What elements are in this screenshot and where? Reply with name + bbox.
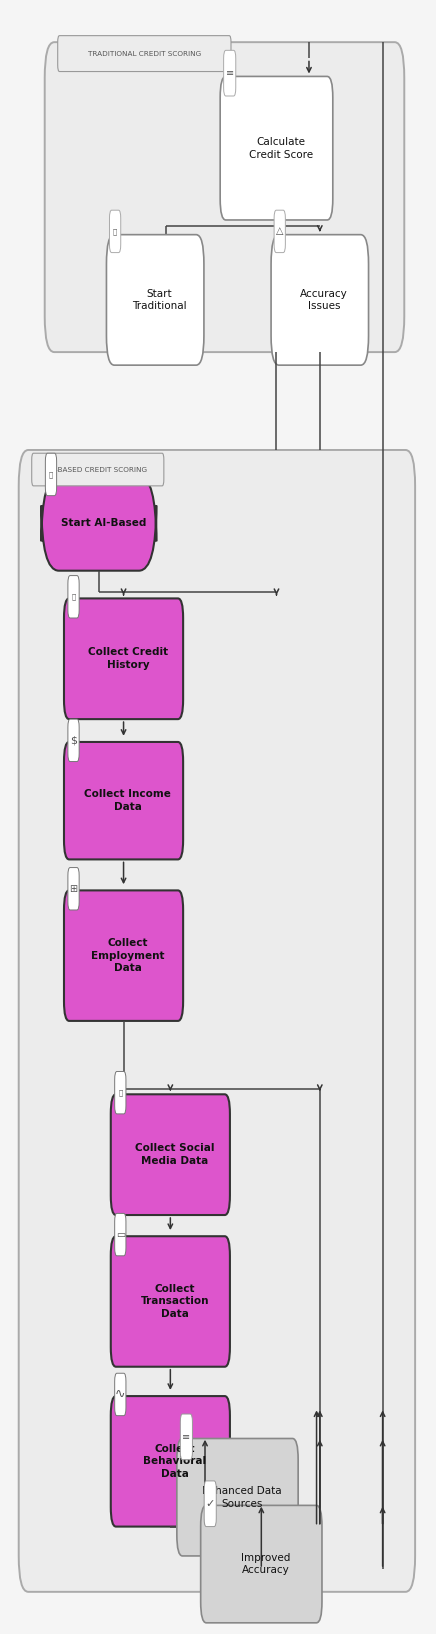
FancyBboxPatch shape [68, 575, 79, 618]
FancyBboxPatch shape [68, 868, 79, 910]
FancyBboxPatch shape [45, 453, 57, 495]
Text: Collect
Employment
Data: Collect Employment Data [91, 938, 165, 974]
FancyBboxPatch shape [115, 1072, 126, 1114]
FancyBboxPatch shape [64, 891, 183, 1021]
Text: Collect
Behavioral
Data: Collect Behavioral Data [143, 1443, 206, 1479]
FancyBboxPatch shape [271, 235, 368, 364]
Text: 📄: 📄 [72, 593, 75, 600]
FancyBboxPatch shape [64, 598, 183, 719]
Text: Start AI-Based: Start AI-Based [61, 518, 146, 528]
Text: ≡: ≡ [182, 1431, 191, 1441]
Text: 📄: 📄 [113, 229, 117, 235]
Text: Collect Social
Media Data: Collect Social Media Data [135, 1144, 215, 1167]
Text: ⊞: ⊞ [69, 884, 78, 894]
FancyBboxPatch shape [58, 36, 231, 72]
Text: Improved
Accuracy: Improved Accuracy [241, 1552, 290, 1575]
FancyBboxPatch shape [115, 1214, 126, 1257]
Text: Collect Credit
History: Collect Credit History [88, 647, 168, 670]
FancyBboxPatch shape [68, 719, 79, 761]
FancyBboxPatch shape [220, 77, 333, 221]
FancyBboxPatch shape [111, 1095, 230, 1216]
FancyBboxPatch shape [224, 51, 236, 96]
Text: Collect
Transaction
Data: Collect Transaction Data [140, 1284, 209, 1319]
Text: ✓: ✓ [205, 1498, 215, 1508]
FancyBboxPatch shape [181, 1413, 192, 1459]
FancyBboxPatch shape [19, 449, 415, 1592]
Text: ∿: ∿ [115, 1387, 126, 1400]
Text: Accuracy
Issues: Accuracy Issues [300, 289, 348, 312]
Text: Calculate
Credit Score: Calculate Credit Score [249, 137, 313, 160]
Text: 👥: 👥 [118, 1090, 123, 1096]
Text: Enhanced Data
Sources: Enhanced Data Sources [202, 1485, 282, 1508]
Text: Collect Income
Data: Collect Income Data [85, 789, 171, 812]
Text: △: △ [276, 227, 283, 237]
Text: ≡: ≡ [226, 69, 234, 78]
FancyBboxPatch shape [201, 1505, 322, 1623]
FancyBboxPatch shape [111, 1237, 230, 1366]
FancyBboxPatch shape [64, 742, 183, 859]
FancyBboxPatch shape [41, 475, 156, 570]
FancyBboxPatch shape [32, 453, 164, 485]
Text: ▭: ▭ [116, 1230, 125, 1240]
FancyBboxPatch shape [106, 235, 204, 364]
Text: AI-BASED CREDIT SCORING: AI-BASED CREDIT SCORING [48, 467, 147, 472]
FancyBboxPatch shape [115, 1373, 126, 1415]
Text: Start
Traditional: Start Traditional [132, 289, 187, 312]
FancyBboxPatch shape [274, 211, 286, 253]
FancyBboxPatch shape [109, 211, 121, 253]
FancyBboxPatch shape [45, 42, 404, 351]
FancyBboxPatch shape [204, 1480, 216, 1526]
Text: $: $ [70, 735, 77, 745]
Text: TRADITIONAL CREDIT SCORING: TRADITIONAL CREDIT SCORING [88, 51, 201, 57]
FancyBboxPatch shape [177, 1438, 298, 1556]
FancyBboxPatch shape [111, 1395, 230, 1526]
Text: 📄: 📄 [49, 471, 53, 477]
